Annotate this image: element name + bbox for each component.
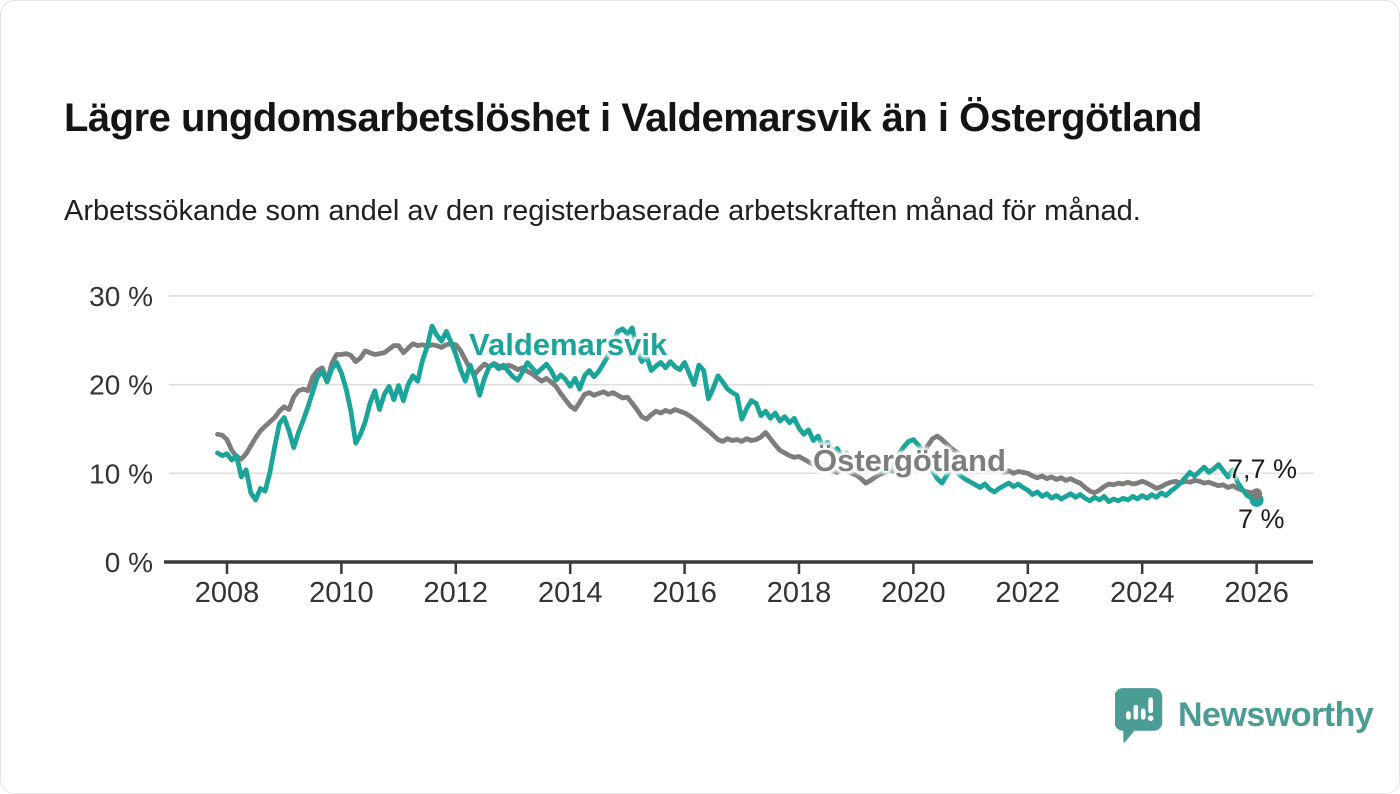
x-tick-label-2010: 2010: [309, 577, 374, 609]
series-label-valdemarsvik: Valdemarsvik: [469, 327, 668, 362]
logo-exclamation-bar: [1148, 697, 1153, 714]
x-tick-label-2022: 2022: [996, 577, 1061, 609]
series-label-ostergotland: Östergötland: [813, 443, 1006, 478]
x-tick-label-2012: 2012: [424, 577, 489, 609]
newsworthy-brand: Newsworthy: [1115, 687, 1374, 743]
x-tick-label-2020: 2020: [881, 577, 946, 609]
series-line-östergötland: [215, 341, 1259, 497]
x-tick-label-2024: 2024: [1110, 577, 1175, 609]
x-tick-label-2008: 2008: [195, 577, 260, 609]
logo-exclamation-dot: [1147, 715, 1154, 722]
logo-bar-small: [1126, 711, 1131, 720]
chart-subtitle: Arbetssökande som andel av den registerb…: [64, 195, 1141, 227]
x-tick-label-2026: 2026: [1224, 577, 1289, 609]
end-value-label-ostergotland: 7,7 %: [1228, 454, 1298, 484]
x-tick-label-2014: 2014: [538, 577, 603, 609]
page-title: Lägre ungdomsarbetslöshet i Valdemarsvik…: [64, 95, 1203, 140]
series-end-dot-östergötland: [1251, 488, 1263, 500]
logo-bar-tall: [1133, 704, 1139, 720]
y-tick-label-0: 0 %: [105, 547, 153, 578]
bar-chart-speech-bubble-icon: [1115, 688, 1163, 743]
x-tick-label-2016: 2016: [652, 577, 717, 609]
y-tick-label-30: 30 %: [89, 281, 153, 312]
end-value-label-valdemarsvik: 7 %: [1238, 504, 1285, 534]
x-tick-label-2018: 2018: [767, 577, 832, 609]
brand-name: Newsworthy: [1178, 696, 1374, 734]
speech-bubble-shape: [1115, 688, 1163, 743]
y-tick-label-20: 20 %: [89, 370, 153, 401]
series-line-valdemarsvik: [215, 323, 1259, 505]
logo-bar-medium: [1140, 708, 1146, 720]
y-tick-label-10: 10 %: [89, 458, 153, 489]
